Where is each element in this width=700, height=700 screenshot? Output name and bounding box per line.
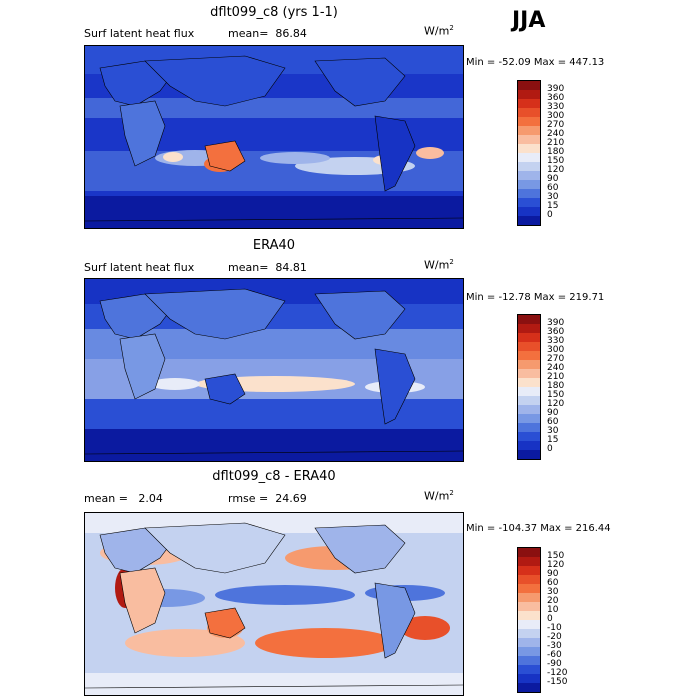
panel-1-colorbar-label: 180 [547,147,565,157]
panel-3-colorbar-label: -90 [547,659,562,669]
panel-3-colorbar-label: 30 [547,587,559,597]
panel-3-mean: mean = 2.04 [84,492,163,505]
panel-2-colorbar-label: 390 [547,318,565,328]
panel-1-colorbar-label: 240 [547,129,565,139]
panel-3-colorbar-label: -120 [547,668,568,678]
panel-3-title: dflt099_c8 - ERA40 [212,469,336,484]
panel-3-colorbar-label: -10 [547,623,562,633]
panel-1-colorbar-label: 90 [547,174,559,184]
panel-3-minmax: Min = -104.37 Max = 216.44 [466,523,611,534]
panel-3-colorbar [517,547,541,693]
panel-1-mean: mean= 86.84 [228,27,307,40]
panel-3-colorbar-label: 150 [547,551,565,561]
panel-2-colorbar-label: 240 [547,363,565,373]
panel-2-mean: mean= 84.81 [228,261,307,274]
panel-3-colorbar-label: 10 [547,605,559,615]
panel-1-colorbar-label: 390 [547,84,565,94]
panel-1-colorbar-label: 210 [547,138,565,148]
panel-3-colorbar-label: 90 [547,569,559,579]
panel-3-map [84,512,464,696]
panel-1-colorbar-label: 270 [547,120,565,130]
panel-2-field-label: Surf latent heat flux [84,261,195,274]
panel-1-field-label: Surf latent heat flux [84,27,195,40]
panel-2-minmax: Min = -12.78 Max = 219.71 [466,292,605,303]
panel-3-colorbar-label: -60 [547,650,562,660]
panel-2-title: ERA40 [252,238,296,253]
panel-2-colorbar-label: 180 [547,381,565,391]
panel-3-colorbar-label: 0 [547,614,553,624]
panel-1-colorbar-label: 0 [547,210,553,220]
panel-3-colorbar-label: 120 [547,560,565,570]
panel-2-map-canvas [85,279,463,461]
panel-2-colorbar-label: 30 [547,426,559,436]
panel-1-colorbar-label: 60 [547,183,559,193]
panel-2-colorbar-label: 300 [547,345,565,355]
panel-1-colorbar-label: 120 [547,165,565,175]
panel-3-colorbar-label: -30 [547,641,562,651]
panel-1-colorbar [517,80,541,226]
panel-2-colorbar-label: 360 [547,327,565,337]
panel-3-colorbar-label: -150 [547,677,568,687]
panel-2-colorbar-label: 120 [547,399,565,409]
panel-1-colorbar-label: 150 [547,156,565,166]
panel-1-map [84,45,464,229]
panel-2-colorbar-label: 270 [547,354,565,364]
panel-2-colorbar-label: 15 [547,435,559,445]
panel-2-units: W/m2 [424,258,454,272]
panel-3-map-canvas [85,513,463,695]
panel-2-colorbar-label: 90 [547,408,559,418]
panel-1-title: dflt099_c8 (yrs 1-1) [210,5,338,20]
panel-2-colorbar-label: 60 [547,417,559,427]
panel-3-units: W/m2 [424,489,454,503]
panel-1-map-canvas [85,46,463,228]
panel-2-colorbar-label: 210 [547,372,565,382]
panel-2-map [84,278,464,462]
panel-1-colorbar-label: 30 [547,192,559,202]
panel-2-colorbar-label: 330 [547,336,565,346]
panel-3-colorbar-label: -20 [547,632,562,642]
panel-1-colorbar-label: 300 [547,111,565,121]
panel-1-units: W/m2 [424,24,454,38]
panel-2-colorbar-label: 0 [547,444,553,454]
season-label: JJA [512,8,546,33]
panel-2-colorbar [517,314,541,460]
panel-1-minmax: Min = -52.09 Max = 447.13 [466,57,605,68]
panel-3-rmse: rmse = 24.69 [228,492,307,505]
panel-1-colorbar-label: 15 [547,201,559,211]
panel-3-colorbar-label: 20 [547,596,559,606]
panel-3-colorbar-label: 60 [547,578,559,588]
panel-2-colorbar-label: 150 [547,390,565,400]
panel-1-colorbar-label: 360 [547,93,565,103]
panel-1-colorbar-label: 330 [547,102,565,112]
